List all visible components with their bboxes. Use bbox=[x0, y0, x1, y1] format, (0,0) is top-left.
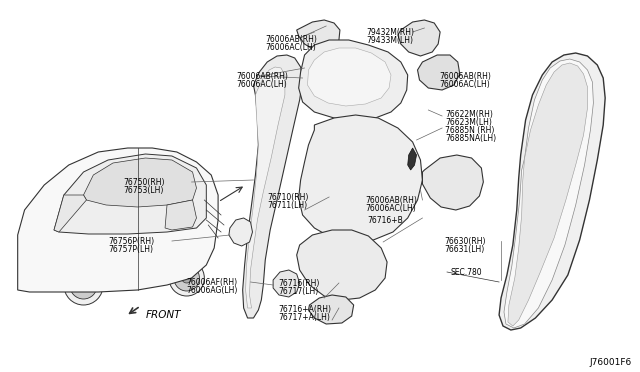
Circle shape bbox=[399, 171, 406, 179]
Polygon shape bbox=[297, 230, 387, 300]
Text: 76711(LH): 76711(LH) bbox=[268, 201, 307, 210]
Circle shape bbox=[349, 249, 355, 255]
Circle shape bbox=[169, 260, 204, 296]
Polygon shape bbox=[83, 158, 196, 207]
Circle shape bbox=[182, 273, 191, 283]
Text: 76756P(RH): 76756P(RH) bbox=[108, 237, 154, 246]
Circle shape bbox=[370, 215, 377, 221]
Text: 76753(LH): 76753(LH) bbox=[124, 186, 164, 195]
Text: 76006AC(LH): 76006AC(LH) bbox=[439, 80, 490, 89]
Circle shape bbox=[353, 282, 358, 288]
Circle shape bbox=[174, 265, 200, 291]
Circle shape bbox=[464, 175, 470, 181]
Text: 79432M(RH): 79432M(RH) bbox=[367, 28, 415, 37]
Polygon shape bbox=[165, 200, 196, 230]
Polygon shape bbox=[243, 55, 303, 318]
Text: 76006AB(RH): 76006AB(RH) bbox=[365, 196, 417, 205]
Text: 76885NA(LH): 76885NA(LH) bbox=[445, 134, 496, 143]
Text: 76750(RH): 76750(RH) bbox=[124, 178, 165, 187]
Text: 76006AC(LH): 76006AC(LH) bbox=[265, 43, 316, 52]
Polygon shape bbox=[408, 148, 417, 170]
Text: 79433M(LH): 79433M(LH) bbox=[367, 36, 413, 45]
Polygon shape bbox=[508, 63, 588, 326]
Polygon shape bbox=[422, 155, 483, 210]
Polygon shape bbox=[504, 59, 593, 328]
Text: 76710(RH): 76710(RH) bbox=[268, 193, 308, 202]
Polygon shape bbox=[299, 115, 422, 242]
Circle shape bbox=[79, 280, 88, 290]
Circle shape bbox=[394, 196, 401, 203]
Text: 76006AG(LH): 76006AG(LH) bbox=[187, 286, 238, 295]
Polygon shape bbox=[499, 53, 605, 330]
Text: 76885N (RH): 76885N (RH) bbox=[445, 126, 495, 135]
Text: 76006AB(RH): 76006AB(RH) bbox=[237, 72, 289, 81]
Polygon shape bbox=[54, 195, 86, 232]
Text: 76006AF(RH): 76006AF(RH) bbox=[187, 278, 238, 287]
Circle shape bbox=[457, 195, 463, 201]
Circle shape bbox=[419, 22, 426, 30]
Polygon shape bbox=[297, 20, 340, 52]
Polygon shape bbox=[273, 270, 300, 297]
Text: 76716+B: 76716+B bbox=[367, 216, 403, 225]
Text: 76716(RH): 76716(RH) bbox=[278, 279, 319, 288]
Text: 76006AC(LH): 76006AC(LH) bbox=[365, 204, 416, 213]
Circle shape bbox=[358, 141, 365, 148]
Text: 76717(LH): 76717(LH) bbox=[278, 287, 318, 296]
Text: 76623M(LH): 76623M(LH) bbox=[445, 118, 492, 127]
Polygon shape bbox=[54, 154, 206, 234]
Polygon shape bbox=[398, 20, 440, 56]
Text: 76630(RH): 76630(RH) bbox=[444, 237, 486, 246]
Text: FRONT: FRONT bbox=[145, 310, 181, 320]
Circle shape bbox=[321, 247, 327, 253]
Circle shape bbox=[349, 71, 362, 85]
Text: 76717+A(LH): 76717+A(LH) bbox=[278, 313, 330, 322]
Text: 76631(LH): 76631(LH) bbox=[444, 245, 484, 254]
Circle shape bbox=[444, 165, 450, 171]
Text: J76001F6: J76001F6 bbox=[589, 358, 632, 367]
Polygon shape bbox=[299, 40, 408, 120]
Circle shape bbox=[70, 271, 97, 299]
Polygon shape bbox=[246, 67, 285, 308]
Circle shape bbox=[64, 265, 103, 305]
Circle shape bbox=[340, 221, 348, 228]
Polygon shape bbox=[18, 148, 218, 292]
Circle shape bbox=[325, 279, 331, 285]
Polygon shape bbox=[229, 218, 253, 246]
Text: 76006AB(RH): 76006AB(RH) bbox=[265, 35, 317, 44]
Polygon shape bbox=[308, 295, 354, 324]
Circle shape bbox=[322, 22, 330, 30]
Text: 76006AB(RH): 76006AB(RH) bbox=[439, 72, 491, 81]
Text: 76622M(RH): 76622M(RH) bbox=[445, 110, 493, 119]
Text: 76006AC(LH): 76006AC(LH) bbox=[237, 80, 287, 89]
Circle shape bbox=[333, 144, 339, 151]
Circle shape bbox=[344, 66, 367, 90]
Circle shape bbox=[383, 151, 390, 158]
Text: 76716+A(RH): 76716+A(RH) bbox=[278, 305, 331, 314]
Text: 76757P(LH): 76757P(LH) bbox=[108, 245, 153, 254]
Circle shape bbox=[367, 265, 372, 271]
Polygon shape bbox=[417, 55, 460, 90]
Polygon shape bbox=[307, 48, 391, 106]
Text: SEC.780: SEC.780 bbox=[451, 268, 483, 277]
